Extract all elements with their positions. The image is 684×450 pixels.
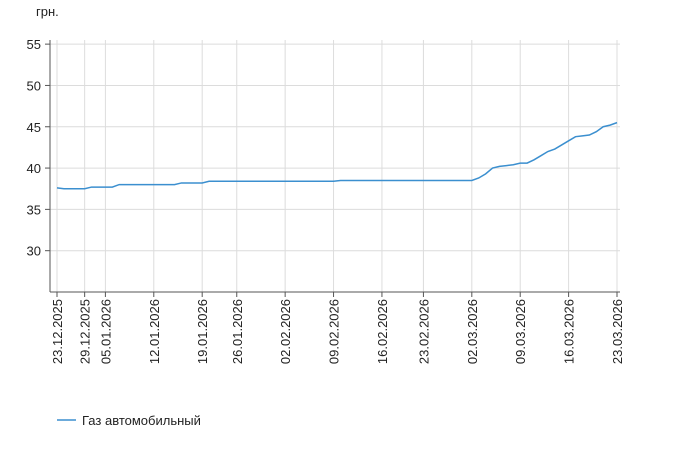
y-tick-label: 45 — [27, 120, 41, 135]
x-tick-label: 09.03.2026 — [513, 299, 528, 364]
y-tick-label: 35 — [27, 202, 41, 217]
x-tick-label: 29.12.2025 — [78, 299, 93, 364]
y-axis-label: грн. — [36, 4, 59, 19]
legend-label: Газ автомобильный — [82, 413, 201, 428]
y-tick-label: 40 — [27, 161, 41, 176]
x-tick-label: 23.03.2026 — [610, 299, 625, 364]
x-tick-label: 23.12.2025 — [50, 299, 65, 364]
y-tick-label: 50 — [27, 78, 41, 93]
x-tick-label: 09.02.2026 — [327, 299, 342, 364]
x-tick-label: 16.02.2026 — [375, 299, 390, 364]
y-tick-label: 55 — [27, 37, 41, 52]
x-tick-label: 23.02.2026 — [416, 299, 431, 364]
x-tick-label: 16.03.2026 — [562, 299, 577, 364]
x-tick-label: 12.01.2026 — [147, 299, 162, 364]
x-tick-label: 02.02.2026 — [278, 299, 293, 364]
x-tick-label: 19.01.2026 — [195, 299, 210, 364]
y-tick-label: 30 — [27, 244, 41, 259]
x-tick-label: 26.01.2026 — [230, 299, 245, 364]
line-series — [56, 121, 618, 190]
x-tick-label: 05.01.2026 — [98, 299, 113, 364]
x-tick-label: 02.03.2026 — [465, 299, 480, 364]
